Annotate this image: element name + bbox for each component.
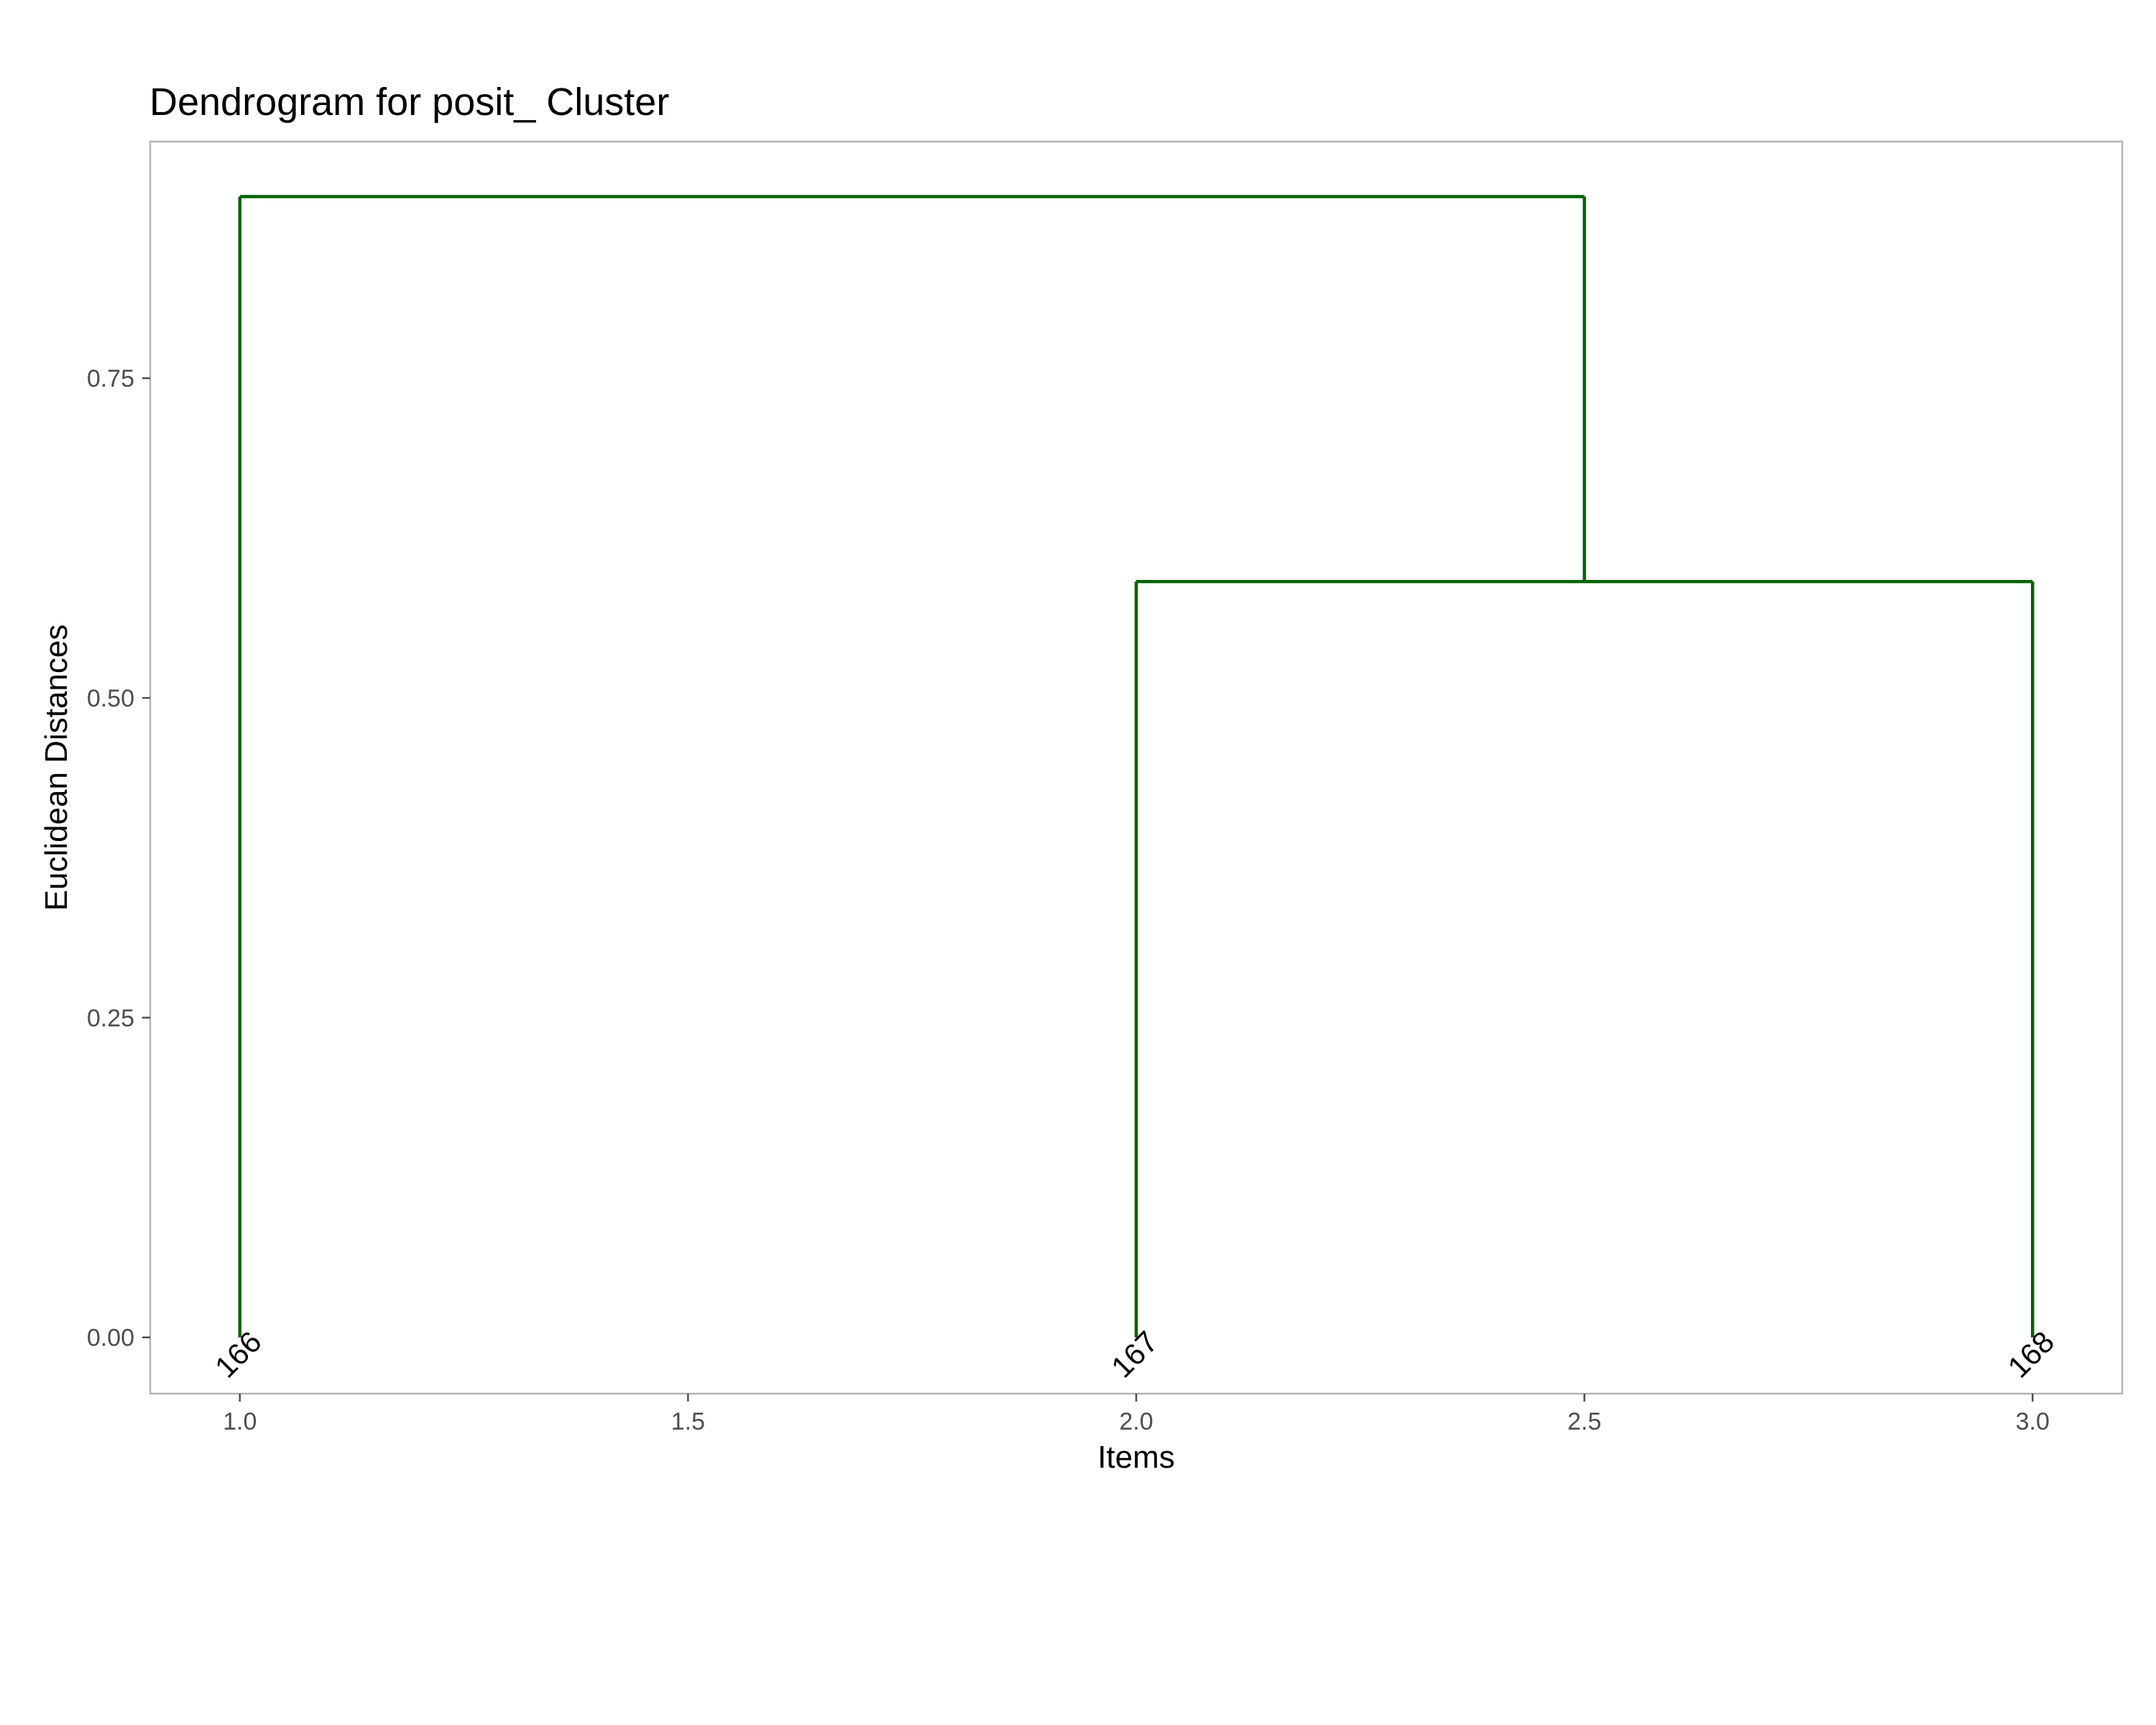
dendrogram-branches (238, 195, 2035, 1338)
x-tick-label-0: 1.0 (223, 1408, 257, 1435)
y-axis: 0.00 0.25 0.50 0.75 (87, 365, 150, 1352)
x-tick-label-4: 3.0 (2016, 1408, 2050, 1435)
x-tick-label-1: 1.5 (671, 1408, 705, 1435)
y-axis-label: Euclidean Distances (39, 625, 74, 911)
chart-title: Dendrogram for posit_ Cluster (149, 80, 669, 124)
x-tick-label-3: 2.5 (1567, 1408, 1601, 1435)
leaf-label-167: 167 (1105, 1325, 1164, 1384)
leaf-label-166: 166 (208, 1325, 268, 1384)
x-axis-label: Items (1097, 1440, 1175, 1475)
x-axis: 1.0 1.5 2.0 2.5 3.0 (223, 1394, 2050, 1435)
x-tick-label-2: 2.0 (1119, 1408, 1153, 1435)
leaf-label-168: 168 (2001, 1325, 2060, 1384)
y-tick-label-0: 0.00 (87, 1325, 134, 1352)
y-tick-label-2: 0.50 (87, 685, 134, 712)
y-tick-label-1: 0.25 (87, 1005, 134, 1032)
y-tick-label-3: 0.75 (87, 365, 134, 392)
leaf-labels: 166 167 168 (208, 1325, 2060, 1384)
